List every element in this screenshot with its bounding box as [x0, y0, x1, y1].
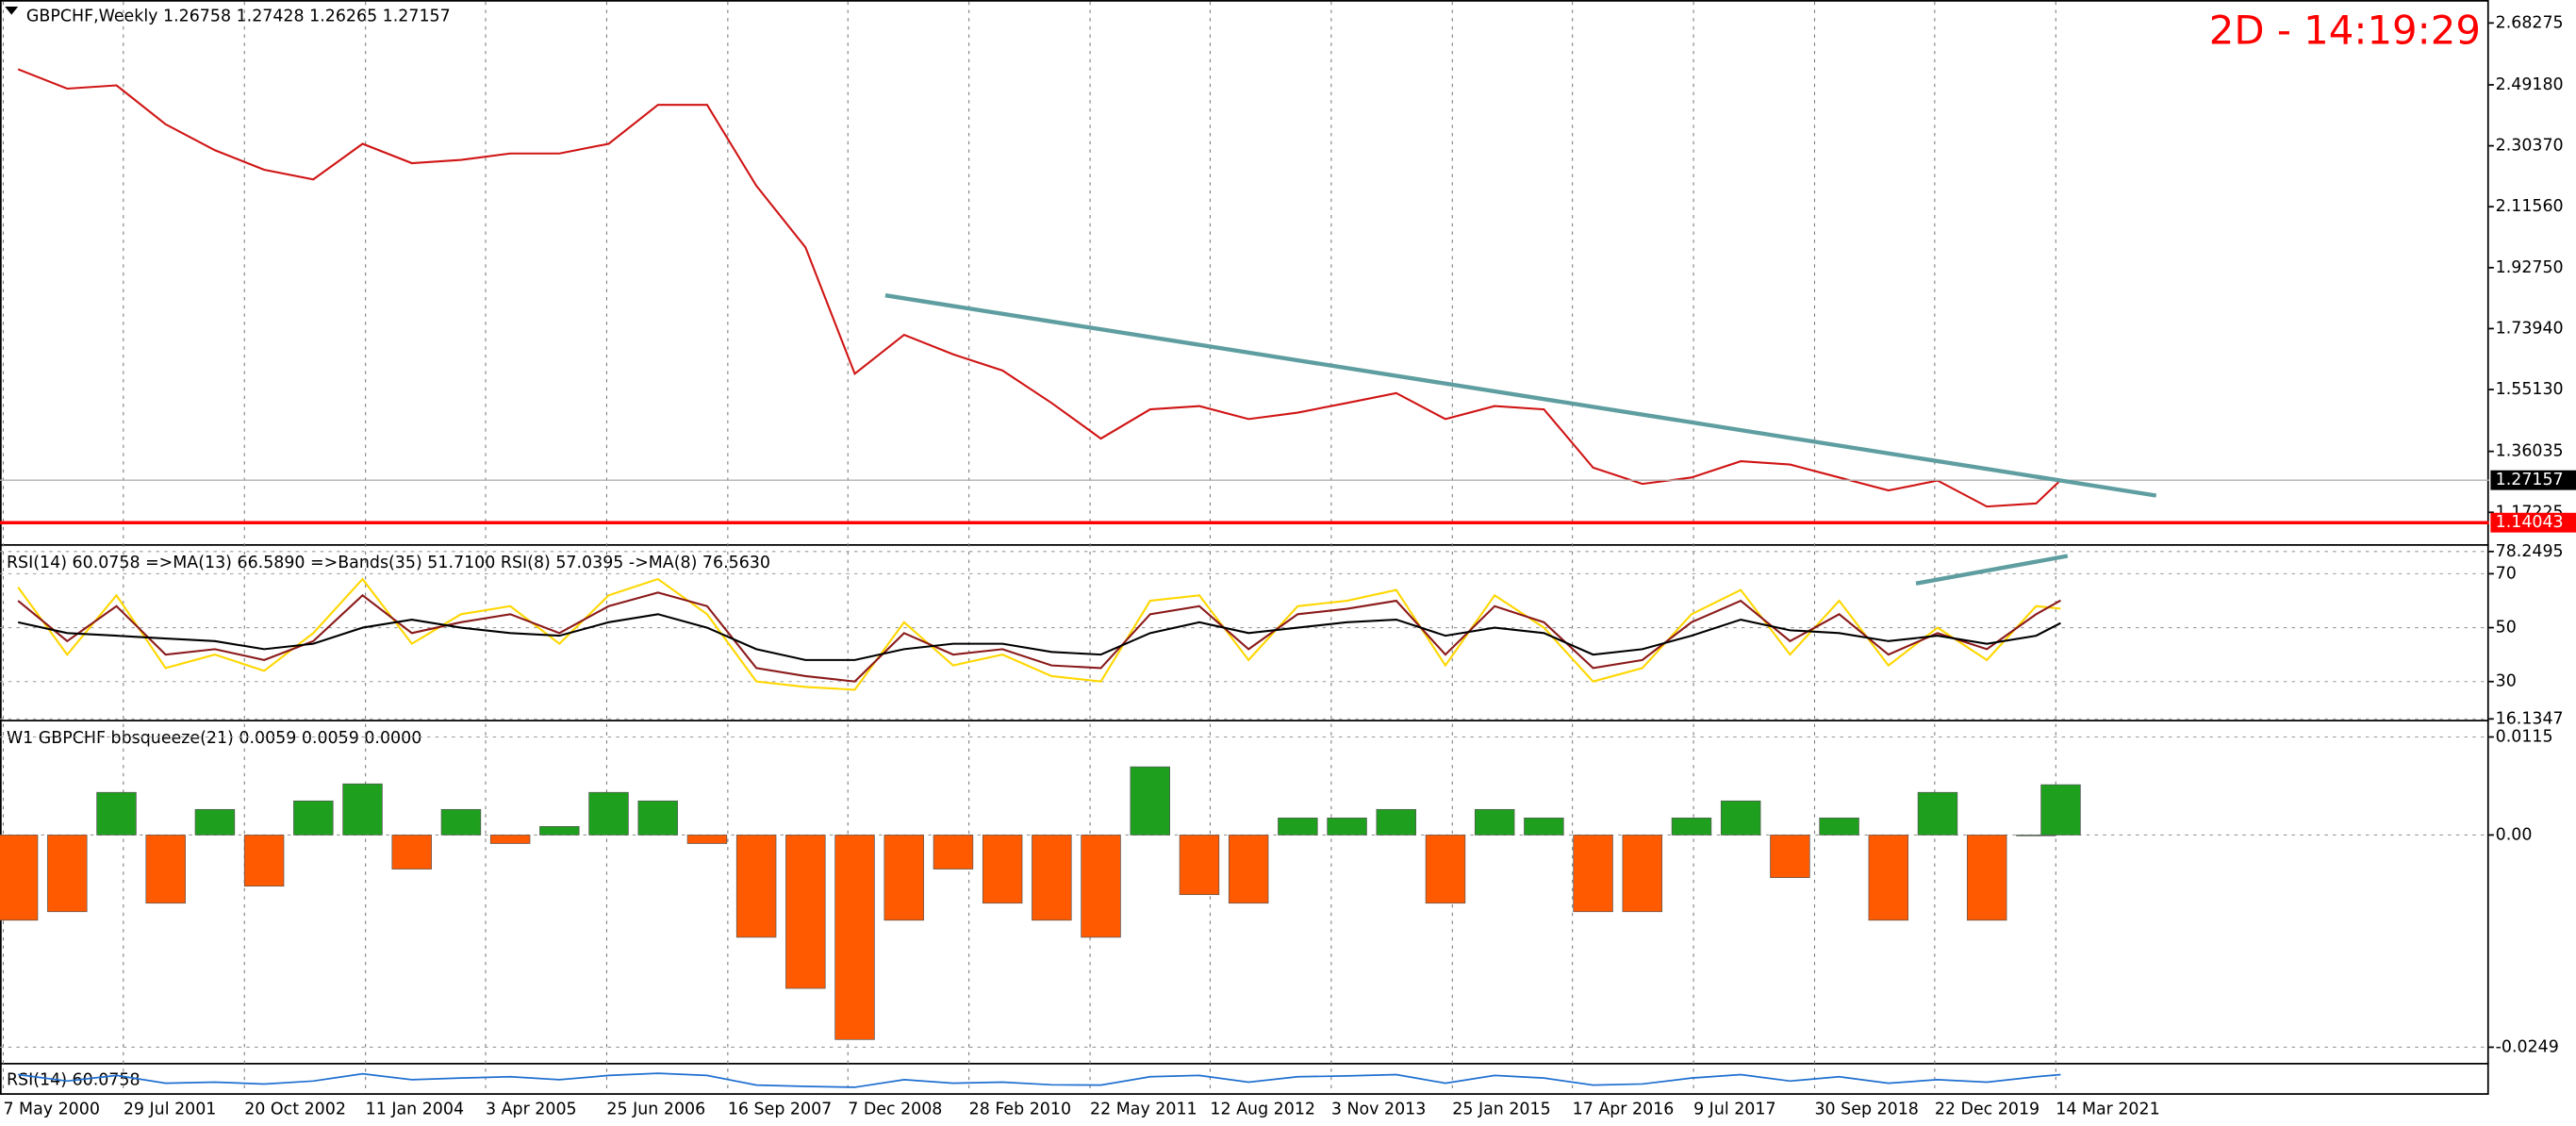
y-tick-label: 0.0115: [2496, 728, 2553, 747]
y-tick-label: 2.11560: [2496, 197, 2564, 216]
x-tick-label: 28 Feb 2010: [969, 1101, 1071, 1119]
histogram-bar: [834, 835, 875, 1040]
histogram-bar: [637, 800, 678, 836]
indicator-title: W1 GBPCHF bbsqueeze(21) 0.0059 0.0059 0.…: [7, 729, 421, 748]
x-tick-label: 11 Jan 2004: [366, 1101, 464, 1119]
price-line: [17, 577, 2061, 691]
y-tick-label: 1.73940: [2496, 319, 2564, 338]
histogram-bar: [883, 835, 924, 921]
x-tick-label: 3 Nov 2013: [1331, 1101, 1426, 1119]
price-label-box: [2490, 512, 2576, 533]
histogram-bar: [1819, 818, 1859, 836]
y-tick-label: 78.2495: [2496, 542, 2564, 561]
histogram-bar: [588, 791, 629, 836]
price-label-box: [2490, 470, 2576, 490]
histogram-bar: [2040, 784, 2081, 836]
y-tick-label: 2.68275: [2496, 13, 2564, 32]
histogram-bar: [1376, 808, 1416, 836]
histogram-bar: [1425, 835, 1466, 904]
histogram-bar: [1622, 835, 1663, 913]
histogram-bar: [1130, 766, 1170, 836]
trendline: [884, 293, 2157, 498]
histogram-bar: [2016, 835, 2056, 836]
y-tick-label: 0.00: [2496, 825, 2533, 844]
x-tick-label: 17 Apr 2016: [1573, 1101, 1675, 1119]
histogram-bar: [243, 835, 285, 886]
histogram-bar: [1032, 835, 1072, 921]
histogram-bar: [1671, 818, 1712, 836]
histogram-bar: [194, 808, 236, 836]
countdown: 2D - 14:19:29: [2209, 7, 2481, 53]
price-label: 1.27157: [2496, 471, 2564, 489]
y-tick-label: 70: [2496, 564, 2517, 583]
y-tick-label: 2.30370: [2496, 137, 2564, 156]
histogram-bar: [391, 835, 432, 869]
histogram-bar: [1081, 835, 1121, 938]
x-tick-label: 29 Jul 2001: [124, 1101, 217, 1119]
y-tick-label: 2.49180: [2496, 75, 2564, 94]
x-tick-label: 14 Mar 2021: [2056, 1101, 2159, 1119]
x-tick-label: 9 Jul 2017: [1693, 1101, 1775, 1119]
histogram-bar: [342, 783, 383, 836]
histogram-bar: [933, 835, 974, 869]
menu-icon[interactable]: [5, 6, 19, 15]
x-tick-label: 3 Apr 2005: [486, 1101, 577, 1119]
histogram-bar: [1770, 835, 1810, 878]
histogram-bar: [735, 835, 777, 938]
histogram-bar: [489, 835, 531, 844]
y-tick-label: 1.55130: [2496, 380, 2564, 399]
histogram-bar: [440, 808, 482, 836]
chart-title: GBPCHF,Weekly 1.26758 1.27428 1.26265 1.…: [26, 7, 451, 25]
histogram-bar: [47, 835, 88, 913]
y-tick-label: 50: [2496, 619, 2517, 638]
histogram-bar: [293, 800, 334, 836]
x-tick-label: 30 Sep 2018: [1814, 1101, 1918, 1119]
rsi-mini-line: [18, 1072, 2061, 1088]
y-tick-label: 1.36035: [2496, 442, 2564, 461]
price-line: [17, 591, 2061, 683]
y-tick-label: 1.92750: [2496, 258, 2564, 277]
histogram-bar: [1474, 808, 1515, 836]
histogram-bar: [1327, 818, 1367, 836]
y-tick-label: -0.0249: [2496, 1037, 2559, 1056]
trendline: [1915, 554, 2069, 586]
histogram-bar: [539, 826, 580, 836]
x-tick-label: 20 Oct 2002: [244, 1101, 346, 1119]
histogram-bar: [1524, 818, 1564, 836]
histogram-bar: [1720, 800, 1761, 836]
histogram-bar: [1966, 835, 2007, 921]
histogram-bar: [1228, 835, 1269, 904]
x-tick-label: 25 Jan 2015: [1452, 1101, 1550, 1119]
indicator-title: RSI(14) 60.0758 =>MA(13) 66.5890 =>Bands…: [7, 554, 770, 572]
x-tick-label: 25 Jun 2006: [606, 1101, 705, 1119]
histogram-bar: [1278, 818, 1318, 836]
histogram-bar: [96, 791, 137, 836]
histogram-bar: [1917, 791, 1958, 836]
histogram-bar: [982, 835, 1023, 904]
histogram-bar: [785, 835, 826, 989]
plot-frame: [0, 0, 2489, 1095]
price-line: [17, 68, 2062, 508]
x-tick-label: 7 May 2000: [3, 1101, 99, 1119]
x-tick-label: 12 Aug 2012: [1210, 1101, 1315, 1119]
x-tick-label: 7 Dec 2008: [848, 1101, 942, 1119]
histogram-bar: [686, 835, 728, 844]
histogram-bar: [1573, 835, 1613, 913]
histogram-bar: [1868, 835, 1909, 921]
y-tick-label: 16.1347: [2496, 709, 2564, 728]
price-label: 1.14043: [2496, 513, 2564, 532]
x-tick-label: 22 Dec 2019: [1935, 1101, 2039, 1119]
histogram-bar: [145, 835, 186, 904]
y-tick-label: 30: [2496, 672, 2517, 691]
histogram-bar: [0, 835, 39, 921]
x-tick-label: 16 Sep 2007: [728, 1101, 832, 1119]
x-tick-label: 22 May 2011: [1090, 1101, 1197, 1119]
histogram-bar: [1179, 835, 1220, 896]
price-line: [17, 613, 2061, 661]
